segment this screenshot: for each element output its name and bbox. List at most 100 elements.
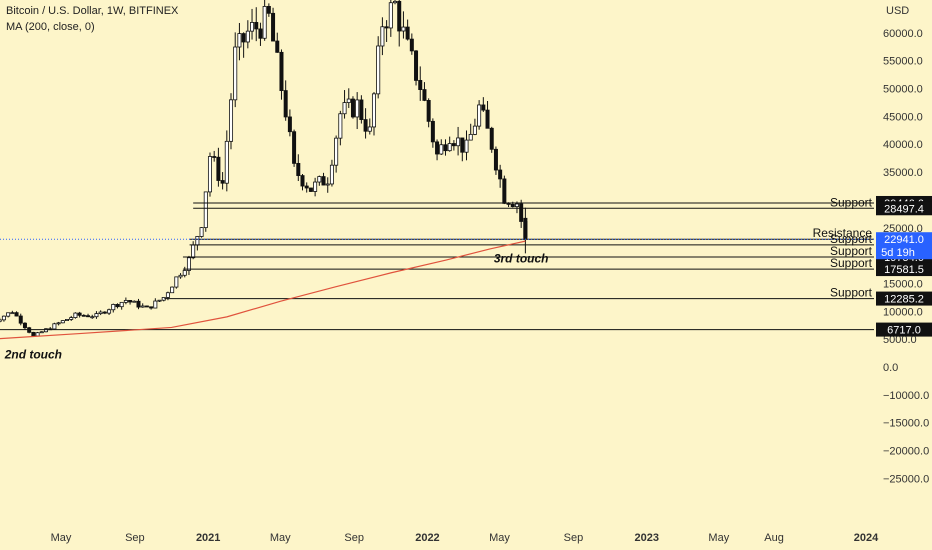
level-tag-label: 6717.0 bbox=[887, 325, 921, 337]
candle-body bbox=[199, 227, 204, 237]
candle-body bbox=[157, 299, 162, 302]
ma-200-line bbox=[0, 240, 526, 340]
candle-body bbox=[350, 98, 355, 118]
candle-body bbox=[22, 322, 27, 329]
candle-body bbox=[468, 133, 473, 141]
candle-body bbox=[52, 323, 57, 330]
current-price-tag bbox=[876, 232, 932, 260]
candle-body bbox=[279, 51, 284, 91]
candle-body bbox=[107, 309, 112, 314]
y-tick-label: −20000.0 bbox=[883, 446, 929, 458]
y-tick-label: 60000.0 bbox=[883, 28, 923, 40]
y-tick-label: 15000.0 bbox=[883, 278, 923, 290]
candle-body bbox=[94, 313, 99, 318]
x-tick-label: Sep bbox=[564, 532, 584, 544]
y-tick-label: 45000.0 bbox=[883, 111, 923, 123]
y-tick-label: 0.0 bbox=[883, 362, 898, 374]
current-price-label: 22941.0 bbox=[884, 234, 924, 246]
candle-body bbox=[258, 28, 263, 39]
candle-body bbox=[98, 311, 103, 314]
candle-body bbox=[119, 301, 124, 308]
candle-body bbox=[43, 328, 48, 333]
indicator-label[interactable]: MA (200, close, 0) bbox=[6, 21, 95, 33]
candle-body bbox=[393, 0, 398, 4]
candle-body bbox=[140, 305, 145, 308]
candle-body bbox=[329, 164, 334, 185]
candle-body bbox=[401, 26, 406, 32]
candle-body bbox=[224, 140, 229, 184]
candle-body bbox=[460, 137, 465, 153]
candle-body bbox=[359, 99, 364, 120]
level-annotation: Support bbox=[830, 232, 873, 246]
candle-body bbox=[6, 312, 11, 317]
candle-body bbox=[132, 300, 137, 303]
candle-body bbox=[481, 104, 486, 111]
candle-body bbox=[102, 311, 107, 314]
candle-body bbox=[178, 274, 183, 278]
candle-body bbox=[65, 319, 70, 321]
candle-body bbox=[241, 33, 246, 43]
candle-body bbox=[10, 312, 15, 315]
candle-body bbox=[287, 116, 292, 133]
candle-body bbox=[510, 203, 515, 208]
candle-body bbox=[56, 322, 61, 325]
level-tag-label: 17581.5 bbox=[884, 264, 924, 276]
level-annotation: Support bbox=[830, 195, 873, 209]
x-tick-label: Sep bbox=[344, 532, 364, 544]
candle-body bbox=[229, 99, 234, 142]
candle-body bbox=[371, 93, 376, 128]
candle-body bbox=[123, 300, 128, 303]
level-annotation: Support bbox=[830, 244, 873, 258]
candle-body bbox=[174, 276, 179, 288]
y-tick-label: 10000.0 bbox=[883, 306, 923, 318]
candle-body bbox=[485, 109, 490, 129]
candle-body bbox=[477, 104, 482, 127]
countdown-label: 5d 19h bbox=[881, 247, 915, 259]
candle-body bbox=[35, 332, 40, 337]
candle-body bbox=[325, 183, 330, 186]
candle-body bbox=[489, 127, 494, 150]
candle-body bbox=[266, 6, 271, 14]
y-tick-label: 5000.0 bbox=[883, 334, 917, 346]
candle-body bbox=[144, 305, 149, 308]
candle-body bbox=[388, 2, 393, 29]
y-tick-label: 40000.0 bbox=[883, 139, 923, 151]
candle-body bbox=[405, 26, 410, 40]
candle-body bbox=[472, 125, 477, 135]
candles-layer bbox=[0, 0, 528, 337]
annotations-layer: 2nd touch 3rd touch bbox=[4, 251, 549, 361]
x-axis: May Sep 2021 May Sep 2022 May Sep 2023 May Aug 2024 bbox=[51, 532, 880, 544]
candle-body bbox=[149, 306, 154, 309]
level-tag-label: 28497.4 bbox=[884, 203, 924, 215]
candle-body bbox=[1, 315, 6, 321]
candle-body bbox=[456, 137, 461, 147]
candle-body bbox=[60, 320, 65, 324]
candle-body bbox=[376, 45, 381, 95]
candle-body bbox=[342, 102, 347, 115]
x-tick-label: May bbox=[489, 532, 510, 544]
candle-body bbox=[414, 50, 419, 81]
candle-body bbox=[363, 119, 368, 132]
candle-body bbox=[296, 162, 301, 176]
candle-body bbox=[355, 99, 360, 118]
y-tick-label: 35000.0 bbox=[883, 167, 923, 179]
candle-body bbox=[182, 270, 187, 276]
x-tick-label: 2021 bbox=[196, 532, 220, 544]
candle-body bbox=[165, 292, 170, 298]
candle-body bbox=[207, 156, 212, 193]
level-tag-label: 12285.2 bbox=[884, 294, 924, 306]
candle-body bbox=[506, 202, 511, 205]
x-tick-label: Aug bbox=[764, 532, 784, 544]
candle-body bbox=[317, 176, 322, 183]
candle-body bbox=[81, 314, 86, 317]
candle-body bbox=[523, 217, 528, 240]
candle-body bbox=[498, 169, 503, 180]
currency-label: USD bbox=[886, 5, 909, 17]
candle-body bbox=[216, 156, 221, 181]
touch-annotation: 3rd touch bbox=[494, 251, 549, 265]
y-tick-label: 55000.0 bbox=[883, 56, 923, 68]
candle-body bbox=[271, 12, 276, 42]
candle-body bbox=[397, 0, 402, 32]
x-tick-label: May bbox=[270, 532, 291, 544]
